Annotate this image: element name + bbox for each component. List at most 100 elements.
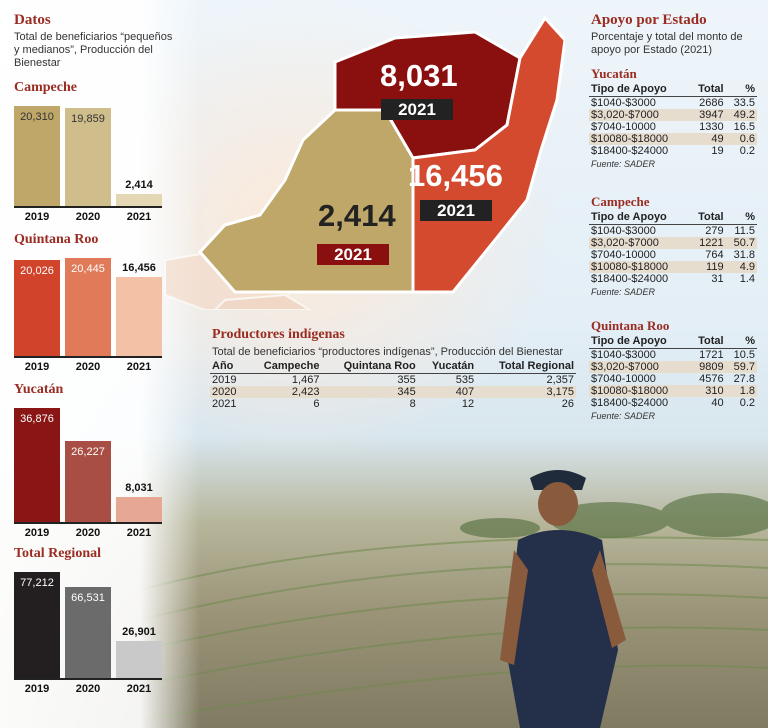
datos-subtitle-line: y medianos”, Producción del <box>14 44 153 56</box>
table-cell: 11.5 <box>734 224 755 237</box>
bar-2019: 20,310 <box>14 106 60 206</box>
datos-title: Datos <box>14 12 51 28</box>
bar-value-label: 36,876 <box>20 413 54 425</box>
table-cell: $1040-$3000 <box>591 96 656 109</box>
bar-year-label: 2020 <box>75 527 101 539</box>
apoyo-state-name: Quintana Roo <box>591 318 670 333</box>
bar-2020: 19,859 <box>65 108 111 206</box>
table-row: 2020 2,423 345 407 3,175 <box>210 385 576 398</box>
table-cell: 9809 <box>689 360 726 373</box>
chart-title: Campeche <box>14 80 77 95</box>
table-cell: 0.2 <box>739 396 755 409</box>
apoyo-header-cell: Tipo de Apoyo <box>589 83 690 97</box>
table-cell: 2,357 <box>546 373 574 386</box>
bar-year-label: 2019 <box>24 683 50 695</box>
bar-value-label: 2,414 <box>125 179 153 191</box>
table-cell: 345 <box>321 385 418 398</box>
bar-2019: 36,876 <box>14 408 60 522</box>
table-cell: 535 <box>455 373 475 386</box>
table-cell: 49.2 <box>725 108 757 121</box>
bar-value-label: 77,212 <box>20 577 54 589</box>
table-cell: $18400-$24000 <box>591 272 669 285</box>
apoyo-source: Fuente: SADER <box>591 287 656 297</box>
table-row: $3,020-$7000 9809 59.7 <box>589 360 757 373</box>
indigenas-header-row: Año Campeche Quintana Roo Yucatán Total … <box>210 360 576 374</box>
table-row: $1040-$3000 1721 10.5 <box>589 348 757 361</box>
bar-year-label: 2021 <box>126 527 152 539</box>
map-year-campeche: 2021 <box>317 244 389 265</box>
table-cell: 33.5 <box>733 96 755 109</box>
chart-baseline <box>14 522 162 524</box>
datos-subtitle-line: Total de beneficiarios “pequeños <box>14 31 173 43</box>
apoyo-header-row: Tipo de Apoyo Total% <box>589 335 757 349</box>
table-cell: $10080-$18000 <box>589 384 690 397</box>
apoyo-header-cell: Tipo de Apoyo <box>589 335 690 349</box>
table-cell: 6 <box>313 397 320 410</box>
quintana-roo-region <box>411 15 565 294</box>
table-row: $1040-$3000 279 11.5 <box>589 224 757 237</box>
indigenas-header-quintana-roo: Quintana Roo <box>321 360 418 374</box>
table-cell: 8 <box>409 397 416 410</box>
apoyo-subtitle-line: apoyo por Estado (2021) <box>591 44 713 56</box>
apoyo-source: Fuente: SADER <box>591 159 656 169</box>
table-cell: 2021 <box>212 397 237 410</box>
bar-2020: 26,227 <box>65 441 111 522</box>
table-cell: $7040-10000 <box>591 372 656 385</box>
bar-year-label: 2021 <box>126 683 152 695</box>
table-cell: 2,423 <box>246 385 322 398</box>
bar-value-label: 8,031 <box>125 482 153 494</box>
bar-value-label: 20,026 <box>20 265 54 277</box>
table-cell: 2019 <box>212 373 237 386</box>
table-cell: 2020 <box>210 385 247 398</box>
table-cell: 40 <box>711 396 724 409</box>
map-year-yucatan: 2021 <box>381 99 453 120</box>
bar-2021 <box>116 194 162 206</box>
table-cell: $3,020-$7000 <box>589 108 690 121</box>
table-cell: $10080-$18000 <box>589 260 690 273</box>
table-cell: 355 <box>397 373 416 386</box>
apoyo-table: Tipo de Apoyo Total% $1040-$3000 279 11.5 $3,… <box>589 211 757 285</box>
table-cell: 310 <box>689 384 726 397</box>
table-cell: $1040-$3000 <box>591 224 656 237</box>
table-cell: $3,020-$7000 <box>589 236 690 249</box>
apoyo-header-row: Tipo de Apoyo Total% <box>589 83 757 97</box>
table-row: $18400-$24000 19 0.2 <box>589 145 757 157</box>
indigenas-header-total: Total Regional <box>476 360 576 374</box>
table-cell: 764 <box>705 248 724 261</box>
chart-baseline <box>14 206 162 208</box>
table-row: $10080-$18000 119 4.9 <box>589 260 757 273</box>
apoyo-subtitle: Porcentaje y total del monto de apoyo po… <box>591 31 761 57</box>
bar-year-label: 2020 <box>75 211 101 223</box>
apoyo-header-cell: % <box>725 211 757 225</box>
bar-year-label: 2021 <box>126 361 152 373</box>
table-cell: 59.7 <box>725 360 757 373</box>
bar-year-label: 2020 <box>75 361 101 373</box>
bar-value-label: 16,456 <box>122 262 156 274</box>
apoyo-subtitle-line: Porcentaje y total del monto de <box>591 31 743 43</box>
apoyo-header-cell: % <box>725 83 757 97</box>
table-cell: 3947 <box>689 108 726 121</box>
table-cell: 4576 <box>699 372 724 385</box>
table-cell: 19 <box>711 144 724 157</box>
indigenas-title: Productores indígenas <box>212 327 345 342</box>
apoyo-state-name: Yucatán <box>591 66 637 81</box>
apoyo-state-name: Campeche <box>591 194 650 209</box>
table-cell: 10.5 <box>733 348 755 361</box>
table-cell: 1221 <box>689 236 726 249</box>
table-cell: 1721 <box>699 348 724 361</box>
bar-2020: 20,445 <box>65 258 111 356</box>
apoyo-header-cell: Total <box>689 335 726 349</box>
apoyo-header-cell: Total <box>689 83 726 97</box>
bar-year-label: 2019 <box>24 361 50 373</box>
table-cell: 50.7 <box>725 236 757 249</box>
bar-year-label: 2021 <box>126 211 152 223</box>
bar-2021 <box>116 497 162 522</box>
table-row: $7040-10000 1330 16.5 <box>589 121 757 133</box>
table-cell: 16.5 <box>733 120 755 133</box>
map-value-campeche: 2,414 <box>318 198 396 233</box>
table-cell: $7040-10000 <box>591 248 656 261</box>
table-cell: $3,020-$7000 <box>589 360 690 373</box>
table-cell: 26 <box>561 397 574 410</box>
map-value-yucatan: 8,031 <box>380 58 458 93</box>
table-cell: 1.4 <box>739 272 755 285</box>
